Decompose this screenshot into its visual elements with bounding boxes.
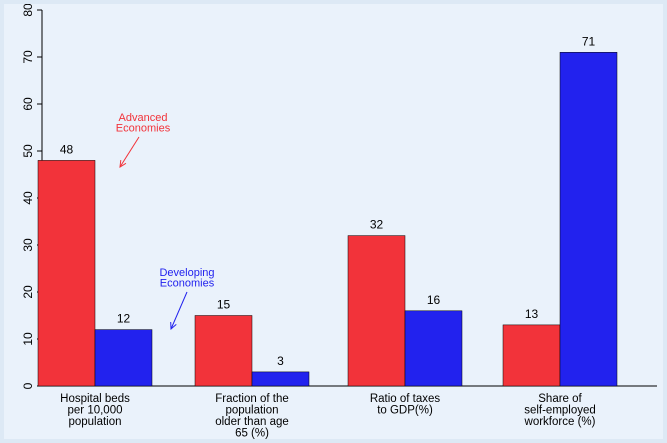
x-tick-label-line: older than age xyxy=(215,416,289,428)
bar xyxy=(94,329,153,387)
data-label: 16 xyxy=(427,293,441,307)
data-label: 15 xyxy=(217,298,231,312)
bar xyxy=(251,371,310,387)
y-tick-label: 40 xyxy=(21,191,35,205)
annotation-text-line: Advanced xyxy=(119,112,168,124)
x-tick-label: Share of self-employed workforce (%) xyxy=(524,393,596,428)
annotation-text: Developing Economies xyxy=(159,267,214,290)
annotation-text-line: Economies xyxy=(160,278,215,290)
chart-frame: 0 10 20 30 40 50 60 70 80 48 15 32 13 12 3 16 71 Hospita… xyxy=(4,4,663,439)
bar xyxy=(559,52,618,387)
bar xyxy=(347,235,406,387)
y-tick-label: 0 xyxy=(21,382,35,389)
x-tick-label-line: 65 (%) xyxy=(235,428,269,440)
x-tick-label: Ratio of taxes to GDP(%) xyxy=(370,393,441,417)
x-tick-label: Fraction of the population older than age 6… xyxy=(215,393,289,439)
annotation-text-line: Economies xyxy=(116,123,171,135)
annotation-text: Advanced Economies xyxy=(116,112,171,135)
annotation-arrow xyxy=(119,136,140,168)
x-tick-label-line: Ratio of taxes xyxy=(370,393,441,405)
x-tick-label-line: per 10,000 xyxy=(68,405,123,417)
x-tick-label-line: Hospital beds xyxy=(60,393,130,405)
annotation: Developing Economies xyxy=(159,267,215,331)
y-tick-label: 20 xyxy=(21,285,35,299)
x-tick-label-line: self-employed xyxy=(524,405,596,417)
data-label: 48 xyxy=(60,142,74,156)
annotation: Advanced Economies xyxy=(116,112,171,168)
annotation-text-line: Developing xyxy=(159,267,214,279)
data-label: 32 xyxy=(370,218,384,232)
bar xyxy=(37,160,96,387)
x-tick-label-line: population xyxy=(68,416,121,428)
data-label: 71 xyxy=(582,34,596,48)
data-label: 3 xyxy=(277,354,284,368)
annotation-arrowhead xyxy=(170,321,177,331)
bar xyxy=(502,324,561,387)
x-tick-label-line: population xyxy=(225,405,278,417)
x-tick-label-line: workforce (%) xyxy=(524,416,596,428)
data-label: 12 xyxy=(117,312,131,326)
bar xyxy=(404,310,463,387)
y-tick-label: 70 xyxy=(21,50,35,64)
y-tick-label: 10 xyxy=(21,332,35,346)
y-tick-label: 80 xyxy=(21,4,35,17)
annotation-arrowhead xyxy=(119,159,127,168)
x-tick-label-line: to GDP(%) xyxy=(377,405,433,417)
x-tick-label: Hospital beds per 10,000 population xyxy=(60,393,130,428)
bar-chart: 0 10 20 30 40 50 60 70 80 48 15 32 13 12 3 16 71 Hospita… xyxy=(21,4,657,439)
x-tick-label-line: Share of xyxy=(538,393,582,405)
y-tick-label: 50 xyxy=(21,144,35,158)
y-tick-label: 30 xyxy=(21,238,35,252)
bar xyxy=(194,315,253,387)
annotation-arrow xyxy=(170,291,188,330)
x-tick-label-line: Fraction of the xyxy=(215,393,289,405)
y-tick-label: 60 xyxy=(21,97,35,111)
data-label: 13 xyxy=(525,307,539,321)
bars xyxy=(37,52,618,387)
